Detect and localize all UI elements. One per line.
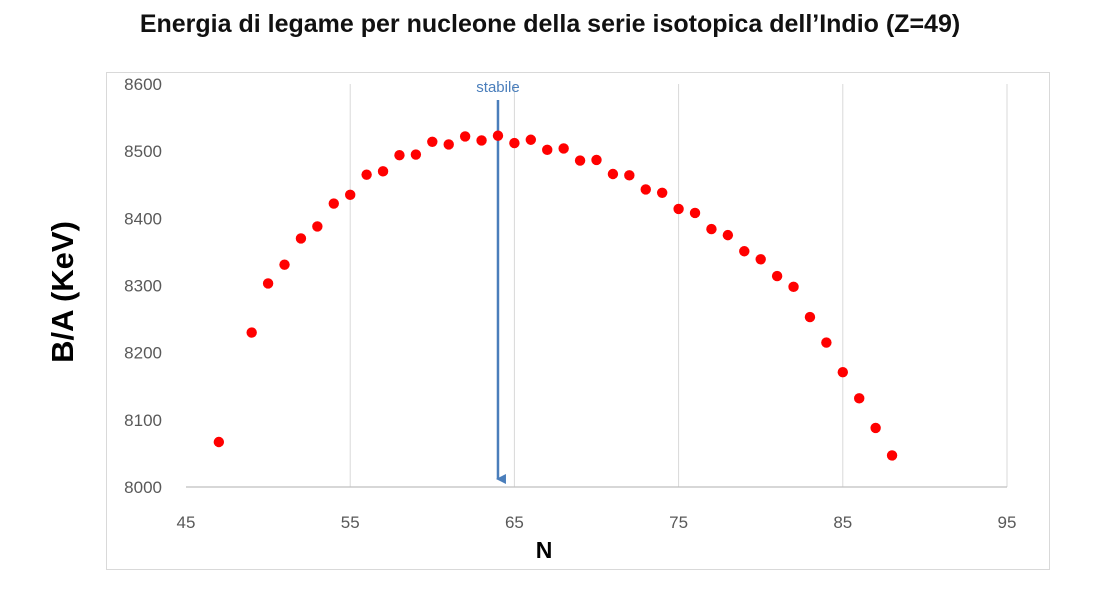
data-point (328, 198, 339, 209)
data-point (722, 229, 734, 241)
y-tick-label: 8100 (124, 411, 162, 430)
data-point (607, 168, 619, 180)
data-point (213, 436, 225, 448)
data-point (886, 450, 898, 461)
x-tick-label: 75 (669, 513, 688, 532)
data-point (574, 155, 586, 166)
chart-title: Energia di legame per nucleone della ser… (139, 10, 961, 38)
stable-annotation: stabile (476, 79, 520, 484)
data-point (755, 254, 766, 265)
data-point (459, 131, 471, 142)
data-point (656, 187, 668, 199)
gridlines (349, 84, 1008, 487)
data-point (443, 139, 454, 150)
data-point (870, 422, 881, 434)
y-tick-label: 8300 (124, 277, 162, 296)
data-point (837, 366, 848, 378)
data-point (279, 259, 290, 270)
x-axis-tick-labels: 45 55 65 75 85 95 (177, 513, 1017, 532)
data-point (509, 137, 520, 149)
data-point (345, 189, 356, 201)
y-axis-title: B/A (KeV) (45, 221, 80, 363)
data-point (542, 144, 553, 156)
data-point (804, 311, 816, 323)
y-axis-tick-labels: 8000 8100 8200 8300 8400 8500 8600 (124, 75, 162, 497)
data-point (246, 327, 257, 338)
data-point (821, 337, 832, 348)
data-point (788, 281, 799, 293)
data-point (673, 203, 684, 215)
data-point (312, 221, 323, 232)
x-tick-label: 85 (833, 513, 852, 532)
data-point (558, 143, 569, 154)
x-tick-label: 95 (998, 513, 1017, 532)
data-point (624, 170, 635, 181)
data-point (492, 130, 504, 141)
data-point (739, 246, 750, 257)
data-point (427, 136, 438, 147)
data-point (706, 223, 717, 235)
data-point (410, 149, 422, 160)
x-tick-label: 55 (341, 513, 360, 532)
data-point (525, 134, 537, 145)
data-point (476, 135, 487, 146)
x-tick-label: 65 (505, 513, 524, 532)
y-tick-label: 8000 (124, 478, 162, 497)
data-point (262, 278, 274, 289)
y-tick-label: 8500 (124, 142, 162, 161)
data-point (640, 184, 651, 195)
plot-area-border (106, 72, 1050, 570)
data-point (591, 154, 602, 166)
data-point (295, 233, 307, 244)
x-tick-label: 45 (177, 513, 196, 532)
data-point (394, 149, 405, 161)
x-axis-title: N (536, 537, 553, 563)
y-tick-label: 8200 (124, 344, 162, 363)
data-points (213, 130, 898, 461)
y-tick-label: 8400 (124, 209, 162, 228)
data-point (771, 270, 783, 282)
data-point (689, 207, 701, 219)
y-tick-label: 8600 (124, 75, 162, 94)
data-point (377, 166, 389, 177)
data-point (854, 393, 865, 404)
annotation-label: stabile (476, 79, 519, 96)
data-point (361, 169, 372, 180)
